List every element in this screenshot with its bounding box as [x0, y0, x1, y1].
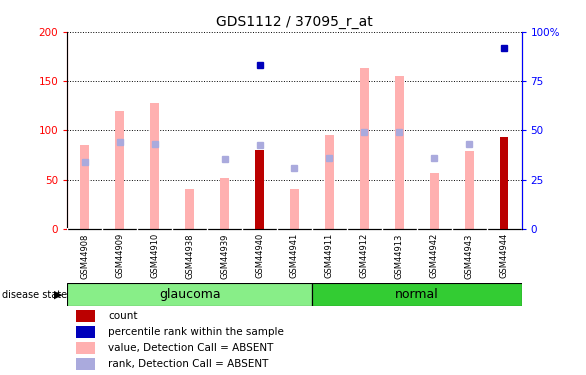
Bar	[151, 103, 159, 229]
Bar	[312, 283, 522, 306]
Bar	[76, 326, 95, 338]
Bar	[360, 68, 369, 229]
Text: GSM44944: GSM44944	[500, 233, 509, 278]
Bar	[220, 178, 229, 229]
Text: GSM44938: GSM44938	[185, 233, 194, 279]
Bar	[185, 189, 194, 229]
Bar	[325, 135, 334, 229]
Bar	[395, 76, 404, 229]
Text: GSM44942: GSM44942	[430, 233, 439, 278]
Text: GSM44910: GSM44910	[150, 233, 159, 278]
Text: GSM44912: GSM44912	[360, 233, 369, 278]
Text: GSM44908: GSM44908	[80, 233, 89, 279]
Text: GSM44941: GSM44941	[290, 233, 299, 278]
Bar	[290, 189, 299, 229]
Text: percentile rank within the sample: percentile rank within the sample	[108, 327, 284, 337]
Bar	[76, 342, 95, 354]
Bar	[430, 172, 438, 229]
Text: disease state: disease state	[2, 290, 67, 300]
Text: count: count	[108, 311, 138, 321]
Bar	[115, 111, 124, 229]
Text: GSM44943: GSM44943	[465, 233, 473, 279]
Text: GSM44911: GSM44911	[325, 233, 334, 278]
Text: GSM44940: GSM44940	[255, 233, 264, 278]
Title: GDS1112 / 37095_r_at: GDS1112 / 37095_r_at	[216, 15, 373, 30]
Bar	[80, 145, 89, 229]
Text: ▶: ▶	[54, 290, 63, 300]
Bar	[67, 283, 312, 306]
Bar	[76, 358, 95, 370]
Text: value, Detection Call = ABSENT: value, Detection Call = ABSENT	[108, 343, 274, 353]
Bar	[500, 137, 509, 229]
Text: glaucoma: glaucoma	[159, 288, 220, 301]
Bar	[465, 151, 473, 229]
Text: GSM44909: GSM44909	[115, 233, 124, 278]
Text: rank, Detection Call = ABSENT: rank, Detection Call = ABSENT	[108, 359, 268, 369]
Text: normal: normal	[395, 288, 438, 301]
Bar	[255, 150, 264, 229]
Text: GSM44913: GSM44913	[395, 233, 404, 279]
Text: GSM44939: GSM44939	[220, 233, 229, 279]
Bar	[76, 310, 95, 322]
